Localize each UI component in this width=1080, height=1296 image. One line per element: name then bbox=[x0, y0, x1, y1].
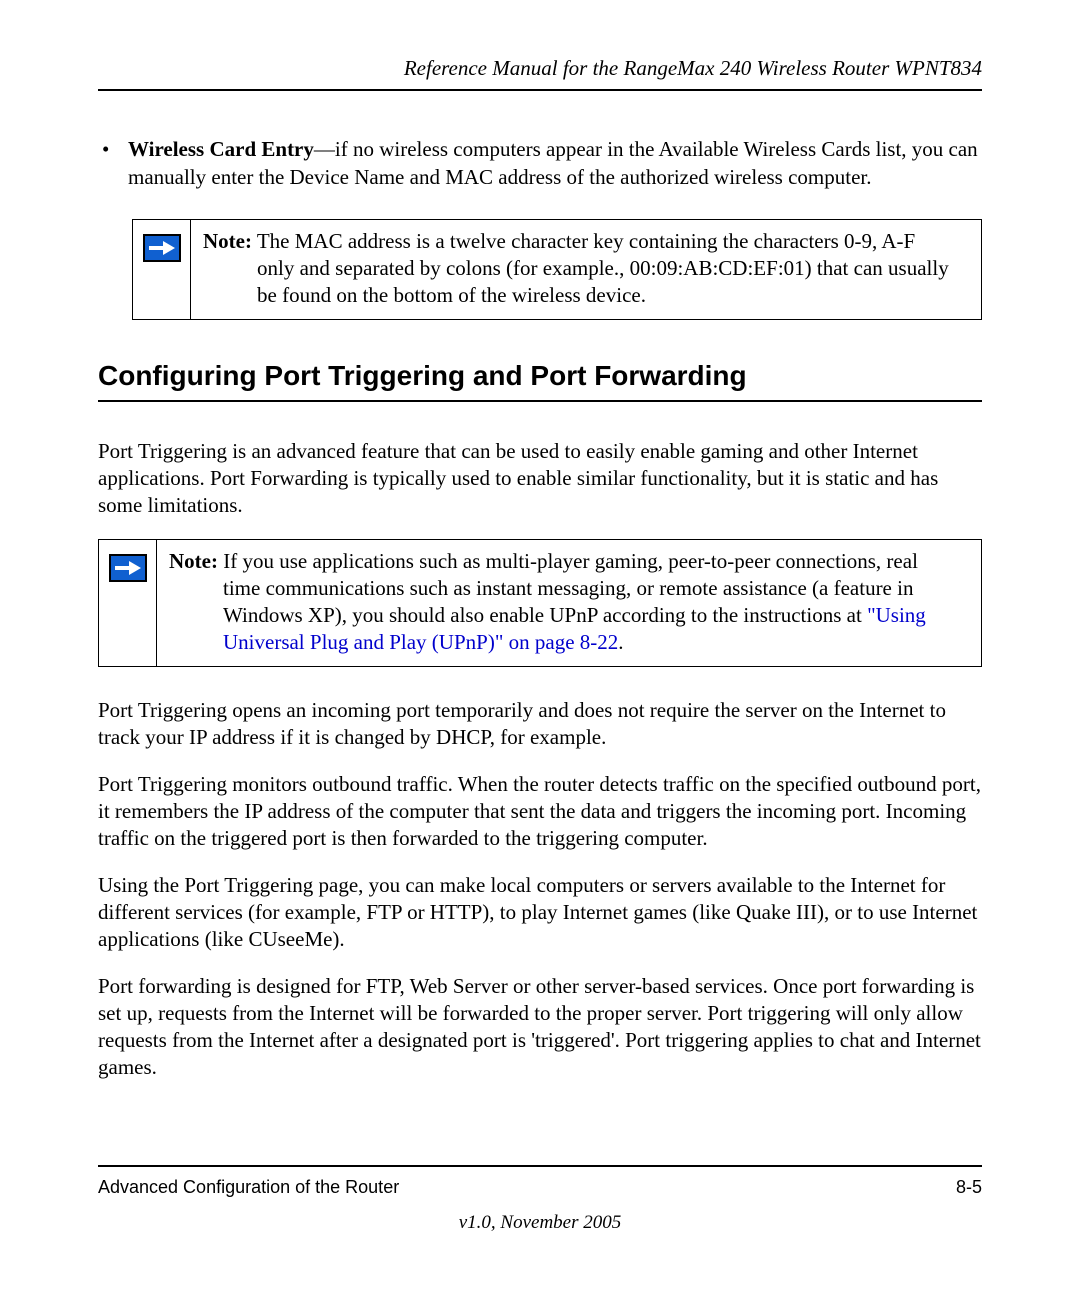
bullet-term: Wireless Card Entry bbox=[128, 137, 314, 161]
arrow-right-icon bbox=[109, 554, 147, 582]
note-icon-cell bbox=[99, 540, 157, 666]
note2-line2: time communications such as instant mess… bbox=[223, 576, 913, 627]
paragraph-1: Port Triggering is an advanced feature t… bbox=[98, 438, 982, 519]
footer-version: v1.0, November 2005 bbox=[98, 1212, 982, 1234]
paragraph-4: Using the Port Triggering page, you can … bbox=[98, 872, 982, 953]
note-box-upnp: Note: If you use applications such as mu… bbox=[98, 539, 982, 667]
paragraph-5: Port forwarding is designed for FTP, Web… bbox=[98, 973, 982, 1081]
document-header: Reference Manual for the RangeMax 240 Wi… bbox=[98, 56, 982, 91]
note-icon-cell bbox=[133, 220, 191, 319]
paragraph-2: Port Triggering opens an incoming port t… bbox=[98, 697, 982, 751]
note1-line2: only and separated by colons (for exampl… bbox=[203, 255, 971, 309]
note2-after-link: . bbox=[618, 630, 623, 654]
bullet-text: Wireless Card Entry—if no wireless compu… bbox=[128, 135, 982, 191]
paragraph-3: Port Triggering monitors outbound traffi… bbox=[98, 771, 982, 852]
document-footer: Advanced Configuration of the Router 8-5… bbox=[98, 1165, 982, 1234]
bullet-item: • Wireless Card Entry—if no wireless com… bbox=[98, 135, 982, 191]
arrow-right-icon bbox=[143, 234, 181, 262]
note-text: Note: If you use applications such as mu… bbox=[157, 540, 981, 666]
bullet-marker: • bbox=[98, 135, 128, 191]
note-text: Note: The MAC address is a twelve charac… bbox=[191, 220, 981, 319]
note1-line1: The MAC address is a twelve character ke… bbox=[252, 229, 915, 253]
note-label: Note: bbox=[169, 549, 218, 573]
note-label: Note: bbox=[203, 229, 252, 253]
page-number: 8-5 bbox=[956, 1177, 982, 1198]
footer-section-name: Advanced Configuration of the Router bbox=[98, 1177, 399, 1198]
note-box-mac: Note: The MAC address is a twelve charac… bbox=[132, 219, 982, 320]
section-heading: Configuring Port Triggering and Port For… bbox=[98, 360, 982, 402]
note2-line1: If you use applications such as multi-pl… bbox=[218, 549, 918, 573]
